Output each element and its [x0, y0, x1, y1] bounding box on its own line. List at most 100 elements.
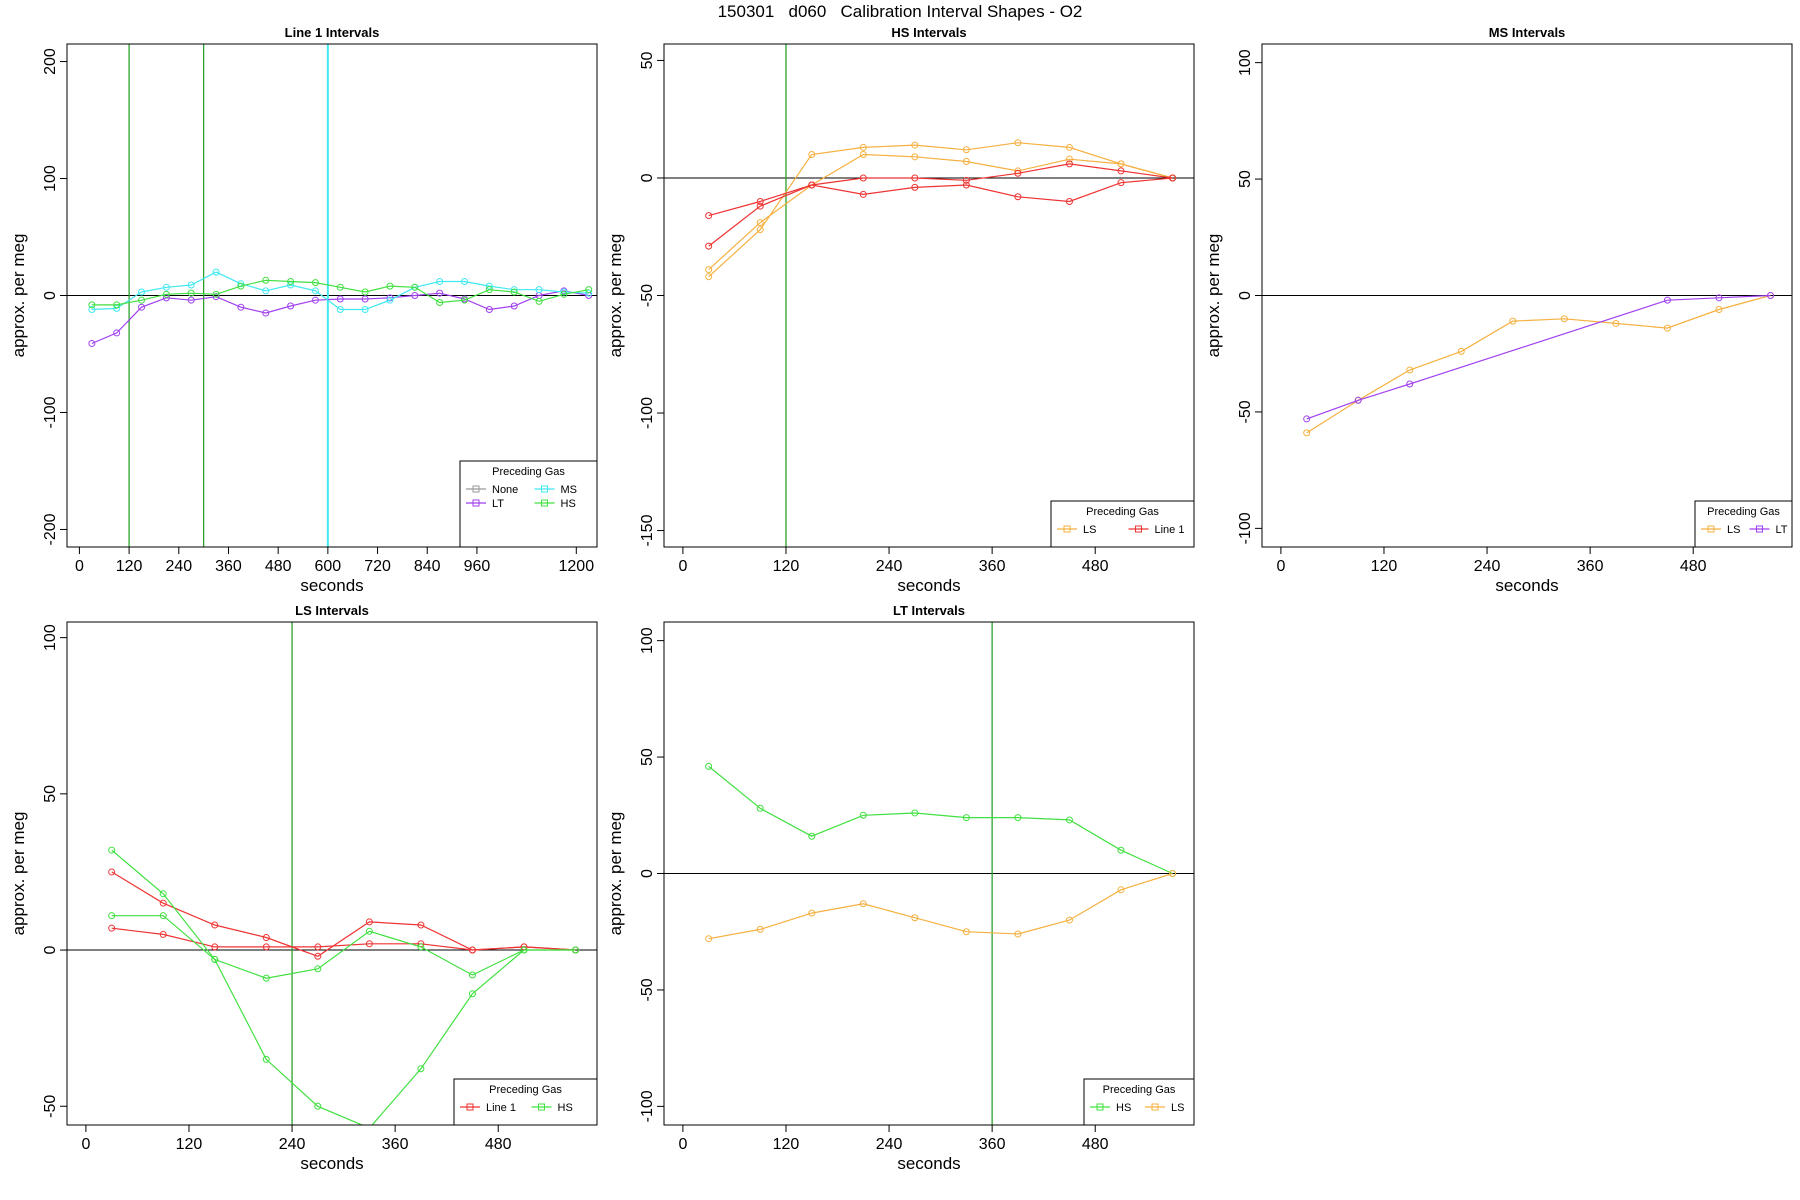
y-tick-label: 100 — [42, 165, 59, 192]
data-point — [113, 329, 121, 337]
series-line — [111, 871, 576, 957]
data-point — [314, 965, 322, 973]
legend-title: Preceding Gas — [1707, 506, 1780, 518]
legend-swatch-marker — [541, 499, 548, 507]
data-point — [1014, 139, 1022, 147]
data-point — [113, 301, 121, 309]
data-point — [365, 918, 373, 926]
data-point — [1065, 816, 1073, 824]
x-tick-label: 240 — [279, 1136, 306, 1153]
data-point — [262, 309, 270, 317]
x-axis-label: seconds — [300, 576, 363, 595]
data-point — [510, 286, 518, 294]
data-point — [962, 146, 970, 154]
data-point — [417, 1065, 425, 1073]
plot-area — [1262, 292, 1792, 437]
data-point — [1065, 143, 1073, 151]
data-point — [756, 925, 764, 933]
data-point — [1303, 415, 1311, 423]
data-point — [88, 301, 96, 309]
data-point — [1560, 315, 1568, 323]
data-point — [911, 153, 919, 161]
y-tick-label: 0 — [639, 173, 656, 182]
data-point — [962, 176, 970, 184]
data-point — [212, 293, 220, 301]
data-point — [1065, 155, 1073, 163]
x-tick-label: 360 — [979, 1136, 1006, 1153]
data-point — [911, 914, 919, 922]
data-point — [138, 288, 146, 296]
x-axis: 0 120 240 360 480 600 720 840 960 1200 seconds — [75, 546, 594, 595]
data-point — [1065, 916, 1073, 924]
x-tick-label: 480 — [1680, 558, 1707, 575]
data-point — [287, 277, 295, 285]
chart-panel-1: Line 1 Intervals 0 120 240 360 480 600 720 840 96… — [9, 25, 598, 595]
data-point — [88, 306, 96, 314]
legend-box — [453, 1078, 598, 1126]
legend-box — [1694, 500, 1793, 548]
data-point — [138, 303, 146, 311]
data-point — [1354, 396, 1362, 404]
y-axis: -100 -50 0 50 100 approx. per meg — [606, 627, 665, 1122]
data-point — [1457, 347, 1465, 355]
x-axis: 0 120 240 360 480 seconds — [678, 546, 1109, 595]
legend-label: LT — [492, 498, 504, 510]
legend-swatch-marker — [538, 1103, 545, 1111]
data-point — [585, 286, 593, 294]
series-line — [708, 153, 1173, 271]
data-point — [756, 219, 764, 227]
data-point — [1715, 294, 1723, 302]
data-point — [211, 955, 219, 963]
x-tick-label: 120 — [176, 1136, 203, 1153]
legend: Preceding Gas LS LT — [1694, 500, 1793, 548]
data-point — [237, 282, 245, 290]
x-tick-label: 720 — [364, 558, 391, 575]
data-point — [962, 928, 970, 936]
data-point — [808, 181, 816, 189]
data-point — [705, 762, 713, 770]
data-point — [311, 287, 319, 295]
data-point — [262, 934, 270, 942]
data-point — [1117, 846, 1125, 854]
data-point — [1014, 814, 1022, 822]
data-point — [1117, 886, 1125, 894]
data-point — [386, 282, 394, 290]
data-point — [859, 143, 867, 151]
data-point — [436, 299, 444, 307]
y-tick-label: -100 — [639, 397, 656, 429]
data-point — [361, 295, 369, 303]
legend: Preceding Gas Line 1 HS — [453, 1078, 598, 1126]
data-point — [1663, 324, 1671, 332]
data-point — [859, 150, 867, 158]
data-point — [262, 974, 270, 982]
data-point — [808, 832, 816, 840]
panel-title: MS Intervals — [1489, 25, 1566, 40]
x-tick-label: 120 — [773, 558, 800, 575]
x-tick-label: 0 — [678, 1136, 687, 1153]
legend-label: LT — [1776, 524, 1788, 536]
legend-label: MS — [561, 484, 578, 496]
data-point — [859, 811, 867, 819]
y-tick-label: -50 — [639, 284, 656, 307]
data-point — [911, 809, 919, 817]
y-tick-label: -150 — [639, 514, 656, 546]
data-point — [962, 814, 970, 822]
data-point — [911, 141, 919, 149]
data-point — [159, 930, 167, 938]
data-point — [1117, 160, 1125, 168]
data-point — [311, 296, 319, 304]
x-tick-label: 120 — [116, 558, 143, 575]
y-axis-label: approx. per meg — [9, 812, 28, 936]
chart-panel-3: MS Intervals 0 120 240 360 480 seconds -100 -50 0… — [1204, 25, 1793, 595]
legend-box — [459, 460, 598, 548]
data-point — [262, 943, 270, 951]
panel-title: Line 1 Intervals — [285, 25, 380, 40]
data-point — [560, 288, 568, 296]
plot-frame — [66, 621, 598, 1126]
data-point — [705, 935, 713, 943]
data-point — [159, 890, 167, 898]
legend-label: LS — [1171, 1102, 1184, 1114]
series-line — [111, 849, 576, 1125]
legend-label: Line 1 — [1155, 524, 1185, 536]
